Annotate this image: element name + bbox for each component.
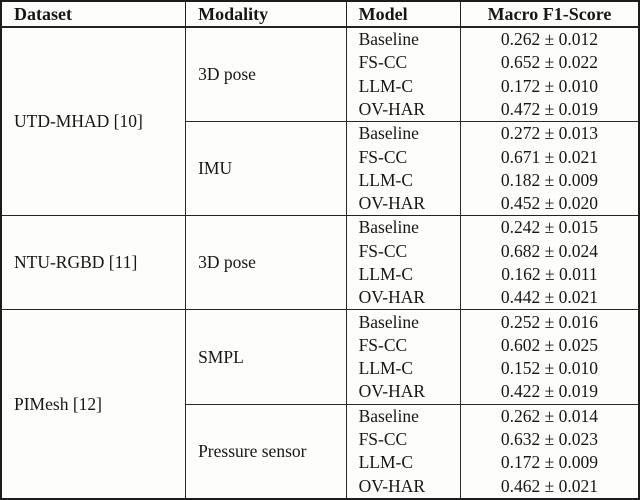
score-cell: 0.671 ± 0.021 [500, 146, 599, 167]
score-cell: 0.652 ± 0.022 [500, 52, 599, 73]
table-row: FS-CC 0.682 ± 0.024 [1, 239, 639, 263]
model-cell: LLM-C [346, 357, 461, 381]
modality-cell: Pressure sensor [185, 403, 347, 499]
score-cell: 0.172 ± 0.009 [500, 452, 599, 473]
dataset-cell: PIMesh [12] [1, 309, 187, 499]
score-cell: 0.452 ± 0.020 [500, 193, 599, 214]
table-row: NTU-RGBD [11] 3D pose Baseline 0.242 ± 0… [1, 215, 639, 310]
table-row: OV-HAR 0.462 ± 0.021 [1, 474, 639, 499]
score-cell: 0.152 ± 0.010 [500, 358, 599, 379]
model-cell: LLM-C [346, 74, 461, 98]
score-cell: 0.272 ± 0.013 [460, 121, 639, 146]
table-row: LLM-C 0.182 ± 0.009 [1, 168, 639, 193]
score-cell: 0.182 ± 0.009 [500, 169, 599, 190]
score-cell: 0.262 ± 0.014 [460, 403, 639, 428]
score-cell: 0.162 ± 0.011 [501, 264, 598, 285]
table-row: LLM-C 0.172 ± 0.010 [1, 74, 639, 98]
model-cell: Baseline [346, 215, 461, 240]
model-cell: Baseline [346, 27, 461, 52]
table-row: FS-CC 0.671 ± 0.021 [1, 145, 639, 169]
table-row: LLM-C 0.172 ± 0.009 [1, 451, 639, 475]
table-row: UTD-MHAD [10] 3D pose Baseline 0.262 ± 0… [1, 27, 639, 216]
score-cell: 0.472 ± 0.019 [500, 99, 599, 119]
score-cell: 0.632 ± 0.023 [500, 429, 599, 450]
table-row: IMU Baseline 0.272 ± 0.013 [1, 121, 639, 216]
modality-cell: 3D pose [185, 27, 347, 122]
model-cell: Baseline [346, 403, 461, 428]
header-row: Dataset Modality Model Macro F1-Score [1, 1, 639, 28]
score-cell: 0.242 ± 0.015 [460, 215, 639, 240]
model-cell: LLM-C [346, 168, 461, 193]
model-cell: OV-HAR [346, 286, 461, 310]
column-header-modality: Modality [185, 1, 347, 28]
table-row: FS-CC 0.602 ± 0.025 [1, 333, 639, 358]
model-cell: Baseline [346, 121, 461, 146]
dataset-cell: NTU-RGBD [11] [1, 215, 187, 310]
table-row: OV-HAR 0.442 ± 0.021 [1, 286, 639, 310]
model-cell: FS-CC [346, 239, 461, 263]
model-cell: LLM-C [346, 451, 461, 475]
score-cell: 0.262 ± 0.012 [500, 29, 599, 50]
modality-cell: SMPL [185, 309, 347, 405]
score-cell: 0.172 ± 0.010 [500, 75, 599, 96]
table-row: PIMesh [12] SMPL Baseline 0.252 ± 0.016 [1, 309, 639, 499]
table-row: LLM-C 0.162 ± 0.011 [1, 262, 639, 287]
table-row: Pressure sensor Baseline 0.262 ± 0.014 [1, 403, 639, 499]
model-cell: FS-CC [346, 333, 461, 358]
score-cell: 0.462 ± 0.021 [500, 475, 599, 496]
dataset-cell: UTD-MHAD [10] [1, 27, 187, 216]
modality-cell: 3D pose [185, 215, 347, 310]
model-cell: OV-HAR [346, 380, 461, 405]
table-row: OV-HAR 0.422 ± 0.019 [1, 380, 639, 405]
model-cell: FS-CC [346, 145, 461, 169]
column-header-model: Model [346, 1, 461, 28]
score-cell: 0.442 ± 0.021 [500, 287, 599, 308]
model-cell: FS-CC [346, 51, 461, 75]
table-row: FS-CC 0.632 ± 0.023 [1, 427, 639, 452]
score-cell: 0.252 ± 0.016 [460, 309, 639, 334]
table-row: OV-HAR 0.472 ± 0.019 [1, 97, 639, 122]
score-cell: 0.682 ± 0.024 [500, 240, 599, 261]
column-header-score: Macro F1-Score [460, 1, 639, 28]
model-cell: LLM-C [346, 262, 461, 287]
model-cell: OV-HAR [346, 192, 461, 216]
table-row: FS-CC 0.652 ± 0.022 [1, 51, 639, 75]
modality-cell: IMU [185, 121, 347, 216]
model-cell: OV-HAR [346, 97, 461, 122]
model-cell: FS-CC [346, 427, 461, 452]
model-cell: OV-HAR [346, 474, 461, 499]
table-row: OV-HAR 0.452 ± 0.020 [1, 192, 639, 216]
table-row: LLM-C 0.152 ± 0.010 [1, 357, 639, 381]
model-cell: Baseline [346, 309, 461, 334]
score-cell: 0.422 ± 0.019 [500, 381, 599, 402]
column-header-dataset: Dataset [1, 1, 187, 28]
score-cell: 0.602 ± 0.025 [500, 334, 599, 355]
